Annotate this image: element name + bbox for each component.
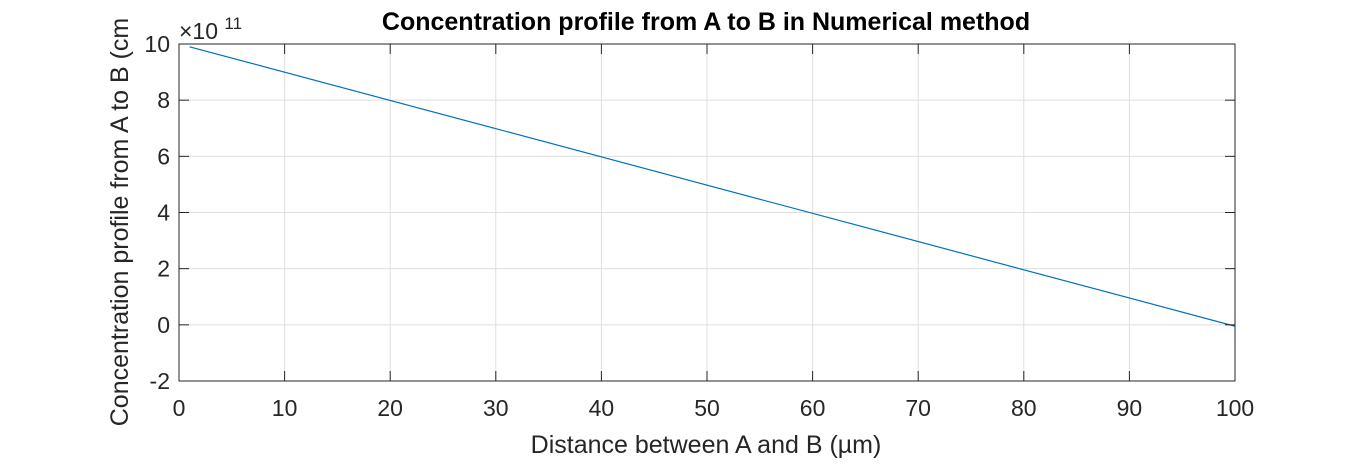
y-tick-label: 10 [144,31,170,57]
x-tick-label: 40 [589,395,615,421]
series-layer [189,46,1236,327]
y-tick-label: 2 [157,256,170,282]
grid [178,43,1236,382]
x-axis-label: Distance between A and B (µm) [531,431,882,459]
y-axis-label: Concentration profile from A to B (cm [106,18,134,427]
series-line [189,46,1236,327]
chart-title: Concentration profile from A to B in Num… [382,8,1030,36]
y-tick-label: -2 [150,368,170,394]
ticks [178,43,1236,382]
x-tick-label: 90 [1117,395,1143,421]
y-exponent-power: 11 [224,14,242,33]
x-tick-label: 60 [800,395,826,421]
x-tick-label: 80 [1011,395,1037,421]
x-tick-label: 50 [694,395,720,421]
y-tick-label: 6 [157,143,170,169]
x-tick-label: 70 [905,395,931,421]
y-tick-labels: -2 0 2 4 6 8 10 [144,31,170,394]
y-tick-label: 0 [157,312,170,338]
y-exponent-label: ×10 11 [179,14,242,44]
x-tick-label: 100 [1216,395,1254,421]
x-tick-label: 20 [377,395,403,421]
y-exponent-base: ×10 [179,18,218,44]
x-tick-label: 0 [173,395,186,421]
x-tick-label: 30 [483,395,509,421]
x-tick-label: 10 [272,395,298,421]
y-tick-label: 4 [157,200,170,226]
y-tick-label: 8 [157,87,170,113]
x-tick-labels: 0 10 20 30 40 50 60 70 80 90 100 [173,395,1255,421]
